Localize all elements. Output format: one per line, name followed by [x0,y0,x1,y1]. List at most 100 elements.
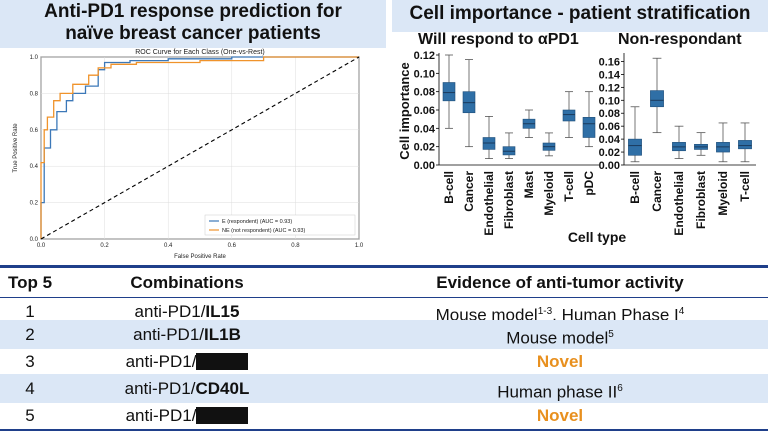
combo-target: IL15 [205,302,240,321]
table-row: 5 anti-PD1/ Novel [0,401,768,430]
box-iqr [650,90,664,108]
left-panel-title: Anti-PD1 response prediction for naïve b… [0,0,386,48]
combo-target: CD40L [195,379,250,398]
box-ytick-label: 0.08 [599,108,620,120]
box-category-label: Mast [522,171,536,198]
box-ytick-label: 0.14 [599,69,621,81]
evidence-ref-2: 4 [678,306,685,317]
box-ytick-label: 0.12 [414,50,435,62]
box-ytick-label: 0.10 [599,95,620,107]
combo-prefix: anti-PD1/ [125,406,197,425]
box-category-label: pDC [582,171,596,196]
roc-xtick-label: 1.0 [355,243,364,249]
roc-chart: ROC Curve for Each Class (One-vs-Rest) 0… [13,49,364,260]
box-category-label: T-cell [562,171,576,202]
roc-xtick-label: 0.0 [37,243,46,249]
box-category-label: Cancer [462,171,476,212]
box-iqr [562,109,576,122]
box-ytick-label: 0.02 [599,147,620,159]
left-title-line1: Anti-PD1 response prediction for [44,1,342,22]
header-rank: Top 5 [7,273,53,292]
roc-ytick-label: 1.0 [30,55,39,61]
box-category-label: B-cell [628,171,642,204]
row-rank: 1 [25,302,35,321]
box-iqr [738,140,752,150]
roc-title: ROC Curve for Each Class (One-vs-Rest) [135,49,265,56]
box-category-label: Fibroblast [502,171,516,229]
cell-importance-boxplots: Cell importance 0.000.020.040.060.080.10… [397,50,756,245]
combo-prefix: anti-PD1/ [125,352,197,371]
row-evidence: Novel [536,406,584,425]
roc-xtick-label: 0.8 [291,243,300,249]
table-header-rule [0,297,768,298]
box-ytick-label: 0.00 [414,160,435,172]
roc-xlabel: False Positive Rate [174,254,226,260]
row-rank: 4 [25,379,35,398]
box-xlabel: Cell type [568,229,627,245]
box-ytick-label: 0.06 [414,105,435,117]
roc-legend: E (respondent) (AUC = 0.93) NE (not resp… [204,214,356,236]
roc-ylabel: True Positive Rate [13,123,19,173]
box-ytick-label: 0.12 [599,82,620,94]
row-evidence: Mouse model5 [355,320,765,349]
roc-chance-line [40,56,360,240]
table-row: 1 anti-PD1/IL15 Mouse model1-3, Human Ph… [0,297,768,326]
roc-curve-ne [40,56,359,239]
row-rank: 5 [25,406,35,425]
header-combinations: Combinations [130,273,244,292]
row-combination: anti-PD1/CD40L [92,374,282,403]
row-combination: anti-PD1/IL15 [92,297,282,326]
roc-xtick-label: 0.2 [100,243,109,249]
roc-xtick-label: 0.4 [164,243,173,249]
evidence-ref: 6 [617,383,623,394]
evidence-ref: 5 [608,329,614,340]
row-combination: anti-PD1/ [92,401,282,430]
evidence-text: Human phase II [497,382,618,402]
nonrespond-subtitle: Non-respondant [618,31,742,48]
legend-ne-label: NE (not respondent) (AUC = 0.93) [222,228,305,234]
row-rank: 2 [25,325,35,344]
table-top-rule [0,265,768,268]
box-category-label: Myeloid [542,171,556,216]
row-evidence: Mouse model1-3, Human Phase I4 [355,297,765,326]
table-row: 3 anti-PD1/ Novel [0,347,768,376]
redacted-target [196,407,249,424]
evidence-text-2: , Human Phase I [552,305,679,325]
row-rank: 3 [25,352,35,371]
roc-ytick-label: 0.8 [30,91,39,97]
legend-e-label: E (respondent) (AUC = 0.93) [222,219,292,225]
row-evidence: Human phase II6 [355,374,765,403]
box-category-label: Fibroblast [694,171,708,229]
table-header: Top 5 Combinations Evidence of anti-tumo… [0,268,768,297]
table-row: 2 anti-PD1/IL1B Mouse model5 [0,320,768,349]
respond-subtitle: Will respond to αPD1 [418,31,579,48]
roc-xtick-label: 0.6 [228,243,237,249]
box-category-label: Endothelial [672,171,686,236]
combo-target: IL1B [204,325,241,344]
box-iqr [442,82,456,102]
evidence-ref: 1-3 [537,306,553,317]
roc-ytick-label: 0.0 [30,237,39,243]
right-panel-title: Cell importance - patient stratification [392,0,768,32]
combo-prefix: anti-PD1/ [133,325,205,344]
box-iqr [628,138,642,156]
box-ytick-label: 0.16 [599,56,620,68]
box-ytick-label: 0.00 [599,160,620,172]
roc-ytick-label: 0.2 [30,201,39,207]
box-ylabel: Cell importance [397,62,412,160]
table-row: 4 anti-PD1/CD40L Human phase II6 [0,374,768,403]
box-category-label: T-cell [738,171,752,202]
box-ytick-label: 0.04 [414,123,436,135]
evidence-text: Mouse model [506,328,609,348]
box-category-label: Endothelial [482,171,496,236]
box-ytick-label: 0.10 [414,68,435,80]
combo-prefix: anti-PD1/ [134,302,206,321]
box-iqr [582,117,596,138]
box-ytick-label: 0.06 [599,121,620,133]
evidence-text: Mouse model [435,305,538,325]
header-evidence: Evidence of anti-tumor activity [436,273,684,292]
row-combination: anti-PD1/IL1B [92,320,282,349]
roc-curve-e [40,56,359,239]
row-evidence: Novel [536,352,584,371]
box-ytick-label: 0.04 [599,134,621,146]
